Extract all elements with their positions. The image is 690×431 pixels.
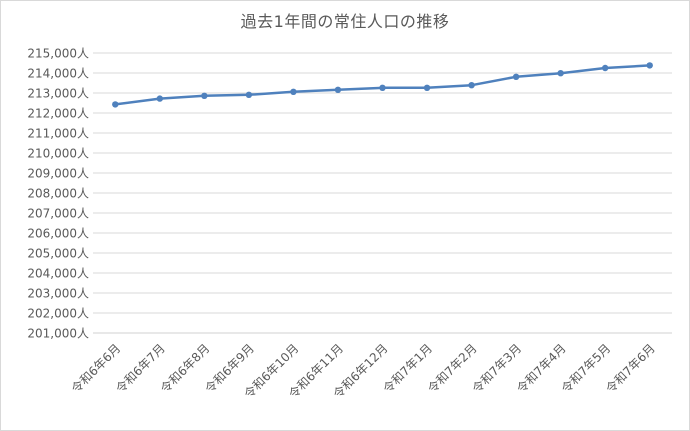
y-tick-label: 212,000人 <box>27 107 89 121</box>
y-tick-label: 214,000人 <box>27 67 89 81</box>
y-tick-label: 209,000人 <box>27 167 89 181</box>
y-tick-label: 206,000人 <box>27 227 89 241</box>
series-layer <box>112 62 653 108</box>
y-tick-label: 213,000人 <box>27 87 89 101</box>
y-tick-label: 211,000人 <box>27 127 89 141</box>
y-tick-label: 202,000人 <box>27 307 89 321</box>
y-tick-label: 208,000人 <box>27 187 89 201</box>
data-point <box>423 84 431 92</box>
data-point <box>512 73 520 81</box>
data-point <box>245 91 253 99</box>
data-point <box>112 101 119 108</box>
data-point <box>156 95 164 102</box>
y-tick-label: 215,000人 <box>27 47 89 61</box>
data-point <box>201 92 208 100</box>
data-point <box>646 62 653 69</box>
gridlines <box>93 52 672 334</box>
data-point <box>601 64 609 72</box>
y-axis-ticks: 215,000人 214,000人 213,000人 212,000人 211,000人… <box>27 47 89 341</box>
data-point <box>468 82 475 89</box>
y-tick-label: 205,000人 <box>27 247 89 261</box>
y-tick-label: 210,000人 <box>27 147 89 161</box>
x-axis-ticks: 令和6年6月令和6年7月令和6年8月令和6年9月令和6年10月令和6年11月令和… <box>68 341 658 402</box>
y-tick-label: 203,000人 <box>27 287 89 301</box>
chart-title: 過去1年間の常住人口の推移 <box>240 12 450 31</box>
y-tick-label: 201,000人 <box>27 327 89 341</box>
data-point <box>334 86 342 94</box>
y-tick-label: 204,000人 <box>27 267 89 281</box>
data-point <box>379 84 386 92</box>
data-point <box>557 70 564 77</box>
data-point <box>290 88 297 96</box>
y-tick-label: 207,000人 <box>27 207 89 221</box>
